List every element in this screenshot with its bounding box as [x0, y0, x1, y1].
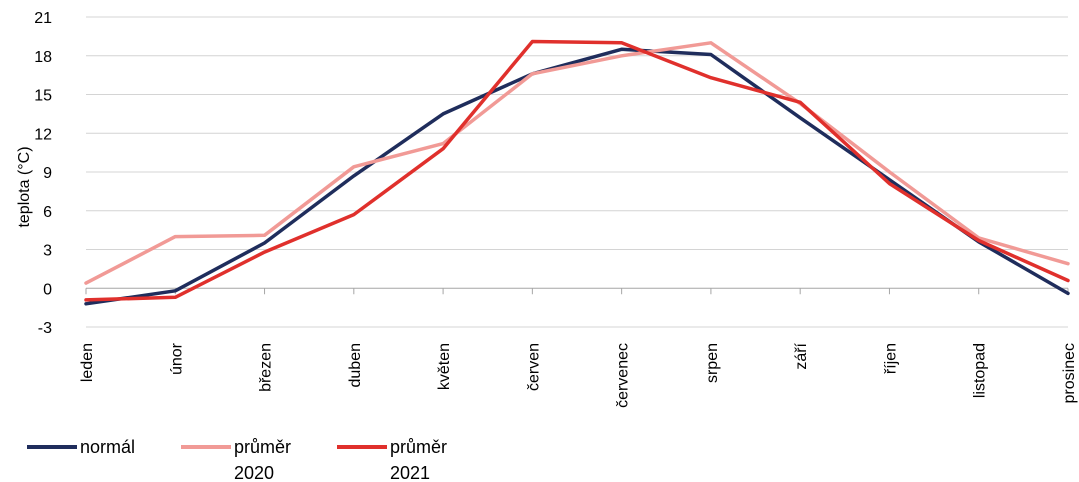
- x-tick-label: květen: [436, 343, 453, 390]
- y-tick-label: 21: [34, 10, 52, 27]
- series-line-průměr-2020: [84, 41, 1070, 285]
- y-tick-label: 12: [34, 126, 52, 143]
- legend: normál průměr 2020 průměr 2021: [27, 437, 447, 482]
- legend-label: průměr: [390, 437, 447, 457]
- x-tick-label: červenec: [615, 343, 632, 408]
- x-tick-label: únor: [168, 342, 185, 375]
- y-axis-label: teplota (°C): [16, 146, 33, 227]
- x-tick-label: leden: [79, 343, 96, 382]
- legend-item: normál: [27, 437, 135, 457]
- x-tick-label: červen: [525, 343, 542, 391]
- series-lines: [84, 39, 1070, 306]
- x-tick-label: říjen: [882, 343, 899, 374]
- y-tick-label: -3: [38, 320, 52, 337]
- x-tick-label: duben: [347, 343, 364, 388]
- y-tick-label: 0: [43, 281, 52, 298]
- y-tick-label: 9: [43, 165, 52, 182]
- legend-label: normál: [80, 437, 135, 457]
- legend-label-line2: 2020: [234, 463, 274, 482]
- series-line-normál: [84, 47, 1070, 306]
- y-tick-label: 6: [43, 204, 52, 221]
- x-tick-label: prosinec: [1061, 343, 1078, 403]
- x-axis-ticks: leden únor březen duben květen červen červenec…: [79, 342, 1078, 408]
- series-line-průměr-2021: [84, 39, 1070, 302]
- x-tick-label: srpen: [704, 343, 721, 383]
- x-axis: [85, 287, 1069, 295]
- legend-label: průměr: [234, 437, 291, 457]
- legend-label-line2: 2021: [390, 463, 430, 482]
- x-tick-label: listopad: [972, 343, 989, 398]
- legend-item: průměr 2021: [337, 437, 447, 482]
- x-tick-label: březen: [258, 343, 275, 392]
- y-tick-label: 3: [43, 243, 52, 260]
- y-tick-label: 18: [34, 49, 52, 66]
- x-tick-label: září: [793, 342, 810, 369]
- y-axis-ticks: -3 0 3 6 9 12 15 18 21: [34, 10, 52, 337]
- y-tick-label: 15: [34, 88, 52, 105]
- legend-item: průměr 2020: [181, 437, 291, 482]
